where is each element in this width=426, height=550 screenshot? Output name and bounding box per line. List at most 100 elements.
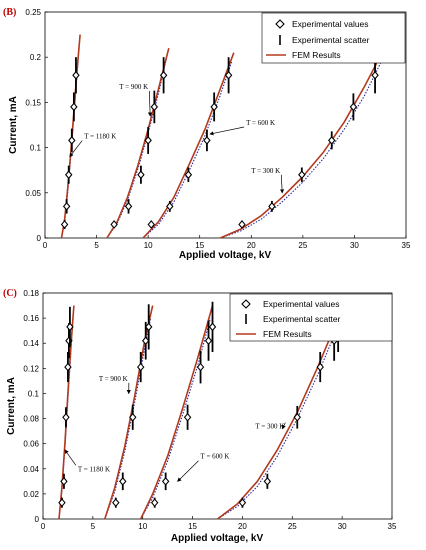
y-tick-label: 0.14 [23, 339, 39, 348]
data-point [298, 170, 306, 180]
data-point [64, 170, 73, 180]
data-point [144, 136, 152, 145]
x-tick-label: 35 [388, 522, 397, 531]
data-point [204, 336, 213, 346]
y-tick-label: 0.05 [25, 189, 41, 198]
data-point [161, 476, 170, 486]
fem-line-series-2 [139, 305, 214, 520]
data-point [62, 202, 71, 211]
legend-entry-exp-values-b: Experimental values [292, 19, 369, 29]
data-point [293, 412, 301, 422]
data-point [124, 202, 133, 211]
data-point [58, 498, 66, 508]
y-tick-label: 0.1 [30, 144, 42, 153]
legend-box-c [229, 293, 393, 342]
annotation-arrow [209, 126, 245, 136]
annotations-b: T = 1180 K T = 900 K T = 600 K T = 300 K [69, 83, 285, 194]
data-point [263, 476, 272, 486]
annotation-label: T = 300 K [251, 167, 280, 175]
x-tick-label: 15 [188, 522, 197, 531]
curves-c [58, 301, 345, 520]
x-tick-label: 5 [91, 522, 96, 531]
x-tick-label: 35 [402, 241, 411, 250]
x-tick-label: 5 [94, 241, 99, 250]
data-point [203, 136, 211, 145]
x-tick-label: 25 [298, 241, 307, 250]
data-point [316, 362, 324, 372]
y-tick-label: 0.2 [30, 53, 42, 62]
x-tick-label: 0 [43, 241, 48, 250]
y-tick-label: 0.12 [23, 364, 39, 373]
y-tick-label: 0.15 [25, 98, 41, 107]
data-point [238, 498, 247, 508]
legend-b: Experimental values Experimental scatter… [261, 12, 406, 64]
annotation-label: T = 900 K [99, 375, 128, 383]
plot-frame-b [44, 11, 407, 239]
data-point [147, 220, 155, 229]
data-point [68, 136, 76, 145]
x-axis-label-b: Applied voltage, kV [179, 250, 272, 261]
data-point [66, 322, 74, 332]
panel-c: (C) 0 5 10 15 20 25 30 35 0 0.02 0.04 0.06 0.08 0.1 0.… [3, 288, 397, 544]
y-tick-label: 0.06 [23, 440, 39, 449]
x-tick-label: 10 [138, 522, 147, 531]
legend-diamond-icon-b [275, 19, 285, 29]
annotation-arrow [64, 449, 77, 466]
data-point [183, 412, 192, 422]
annotations-c: T = 1180 K T = 900 K T = 600 K T = 300 K [64, 375, 286, 482]
legend-entry-fem-c: FEM Results [263, 329, 312, 339]
y-tick-label: 0.1 [28, 389, 40, 398]
annotation-arrow [281, 422, 286, 430]
y-tick-label: 0.08 [23, 415, 39, 424]
y-tick-label: 0 [35, 515, 40, 524]
data-point [159, 70, 168, 80]
dotted-line-series-2 [142, 61, 233, 239]
legend-entry-exp-scatter-b: Experimental scatter [292, 35, 370, 45]
y-axis-label-c: Current, mA [6, 377, 17, 435]
data-point [72, 70, 80, 80]
dotted-line-series-3 [220, 61, 382, 239]
x-tick-label: 20 [247, 241, 256, 250]
fem-line-series-3 [219, 46, 387, 239]
data-point [119, 476, 127, 486]
data-point [150, 498, 159, 508]
x-tick-label: 30 [350, 241, 359, 250]
data-point [349, 102, 358, 112]
data-point [196, 362, 205, 372]
fem-line-series-2 [142, 52, 235, 239]
x-tick-label: 10 [144, 241, 153, 250]
fem-line-series-1 [106, 48, 170, 239]
annotation-arrow [147, 90, 153, 117]
ticks-b: 0 5 10 15 20 25 30 35 0 0.05 0.1 0.15 0.2 0.25 [25, 8, 411, 250]
annotation-label: T = 600 K [246, 119, 275, 127]
dotted-line-series-3 [217, 315, 343, 520]
panel-label-c: (C) [3, 288, 17, 299]
annotation-label: T = 1180 K [84, 133, 116, 141]
data-point [166, 202, 174, 211]
panel-b: (B) 0 5 10 15 20 25 30 35 0 0.05 0.1 0.15 0.2 0.25 T … [3, 7, 411, 261]
panel-label-b: (B) [3, 7, 16, 18]
y-tick-label: 0.25 [25, 8, 41, 17]
ticks-c: 0 5 10 15 20 25 30 35 0 0.02 0.04 0.06 0.08 0.1 0.12 0.… [23, 289, 397, 531]
data-point [210, 102, 218, 112]
data-point [136, 362, 145, 372]
legend-entry-fem-b: FEM Results [292, 50, 341, 60]
data-point [60, 476, 68, 486]
data-point [60, 220, 69, 229]
data-point [328, 136, 336, 145]
data-point [141, 336, 150, 346]
y-tick-label: 0.02 [23, 490, 39, 499]
data-point [224, 70, 233, 80]
data-point [129, 412, 137, 422]
x-axis-label-c: Applied voltage, kV [171, 533, 264, 544]
y-tick-label: 0 [37, 234, 42, 243]
data-point [137, 170, 145, 180]
legend-c: Experimental values Experimental scatter… [229, 293, 393, 342]
x-tick-label: 15 [195, 241, 204, 250]
data-point [268, 202, 276, 211]
fem-line-series-0 [60, 34, 81, 239]
x-tick-label: 20 [238, 522, 247, 531]
data-point [184, 170, 193, 180]
x-tick-label: 30 [338, 522, 347, 531]
annotation-arrow [177, 460, 199, 482]
